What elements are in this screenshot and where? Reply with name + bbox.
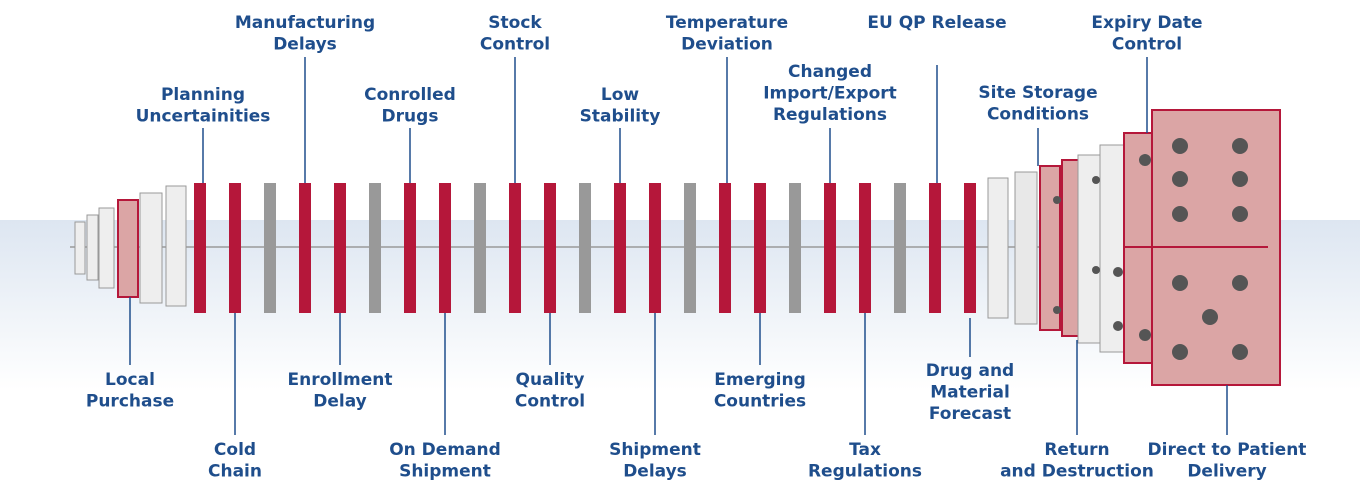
bar bbox=[684, 183, 696, 313]
bar bbox=[614, 183, 626, 313]
bar bbox=[544, 183, 556, 313]
bar bbox=[859, 183, 871, 313]
label-line: Conditions bbox=[987, 105, 1089, 125]
label-line: Expiry Date bbox=[1091, 13, 1202, 33]
label-line: Cold bbox=[214, 440, 256, 460]
bar bbox=[404, 183, 416, 313]
label-line: On Demand bbox=[389, 440, 501, 460]
bar bbox=[719, 183, 731, 313]
bar bbox=[964, 183, 976, 313]
label-line: Conrolled bbox=[364, 85, 456, 105]
label-line: Delay bbox=[313, 392, 367, 412]
label-line: Shipment bbox=[399, 462, 491, 482]
right-dominoes bbox=[987, 109, 1281, 386]
bar bbox=[299, 183, 311, 313]
label-line: Site Storage bbox=[978, 83, 1097, 103]
bar bbox=[649, 183, 661, 313]
label-line: Regulations bbox=[773, 105, 887, 125]
label-line: Return bbox=[1044, 440, 1109, 460]
label-line: Emerging bbox=[714, 370, 806, 390]
label-line: Drugs bbox=[382, 107, 439, 127]
bar bbox=[334, 183, 346, 313]
label-line: Control bbox=[480, 35, 550, 55]
label-line: Control bbox=[1112, 35, 1182, 55]
bar bbox=[369, 183, 381, 313]
bar bbox=[929, 183, 941, 313]
label-line: Changed bbox=[788, 62, 872, 82]
bars bbox=[194, 183, 976, 313]
label-line: Countries bbox=[714, 392, 806, 412]
label-line: Low bbox=[601, 85, 640, 105]
label-line: Deviation bbox=[681, 35, 773, 55]
bar bbox=[194, 183, 206, 313]
bar bbox=[894, 183, 906, 313]
label-line: Uncertainities bbox=[136, 107, 271, 127]
label-line: Material bbox=[930, 383, 1010, 403]
label-line: Manufacturing bbox=[235, 13, 375, 33]
label-line: EU QP Release bbox=[867, 13, 1006, 33]
label-line: Chain bbox=[208, 462, 262, 482]
label-line: Quality bbox=[516, 370, 585, 390]
bar bbox=[789, 183, 801, 313]
label-line: Stock bbox=[488, 13, 542, 33]
label-line: Delivery bbox=[1187, 462, 1266, 482]
bar bbox=[754, 183, 766, 313]
label-line: Temperature bbox=[666, 13, 788, 33]
label-line: Tax bbox=[849, 440, 881, 460]
label-line: Local bbox=[105, 370, 155, 390]
bar bbox=[474, 183, 486, 313]
label-line: Import/Export bbox=[763, 84, 897, 104]
label-line: and Destruction bbox=[1000, 462, 1154, 482]
label-line: Control bbox=[515, 392, 585, 412]
label-line: Delays bbox=[273, 35, 337, 55]
label-line: Purchase bbox=[86, 392, 174, 412]
bar bbox=[579, 183, 591, 313]
bar bbox=[509, 183, 521, 313]
bar bbox=[439, 183, 451, 313]
label-line: Stability bbox=[580, 107, 661, 127]
left-dominoes bbox=[74, 185, 187, 307]
label-line: Direct to Patient bbox=[1148, 440, 1307, 460]
label-line: Planning bbox=[161, 85, 245, 105]
label-line: Shipment bbox=[609, 440, 701, 460]
label-line: Enrollment bbox=[288, 370, 393, 390]
label-line: Delays bbox=[623, 462, 687, 482]
bar bbox=[264, 183, 276, 313]
bar bbox=[824, 183, 836, 313]
label-line: Drug and bbox=[926, 361, 1014, 381]
label-line: Forecast bbox=[929, 404, 1011, 424]
bar bbox=[229, 183, 241, 313]
label-line: Regulations bbox=[808, 462, 922, 482]
